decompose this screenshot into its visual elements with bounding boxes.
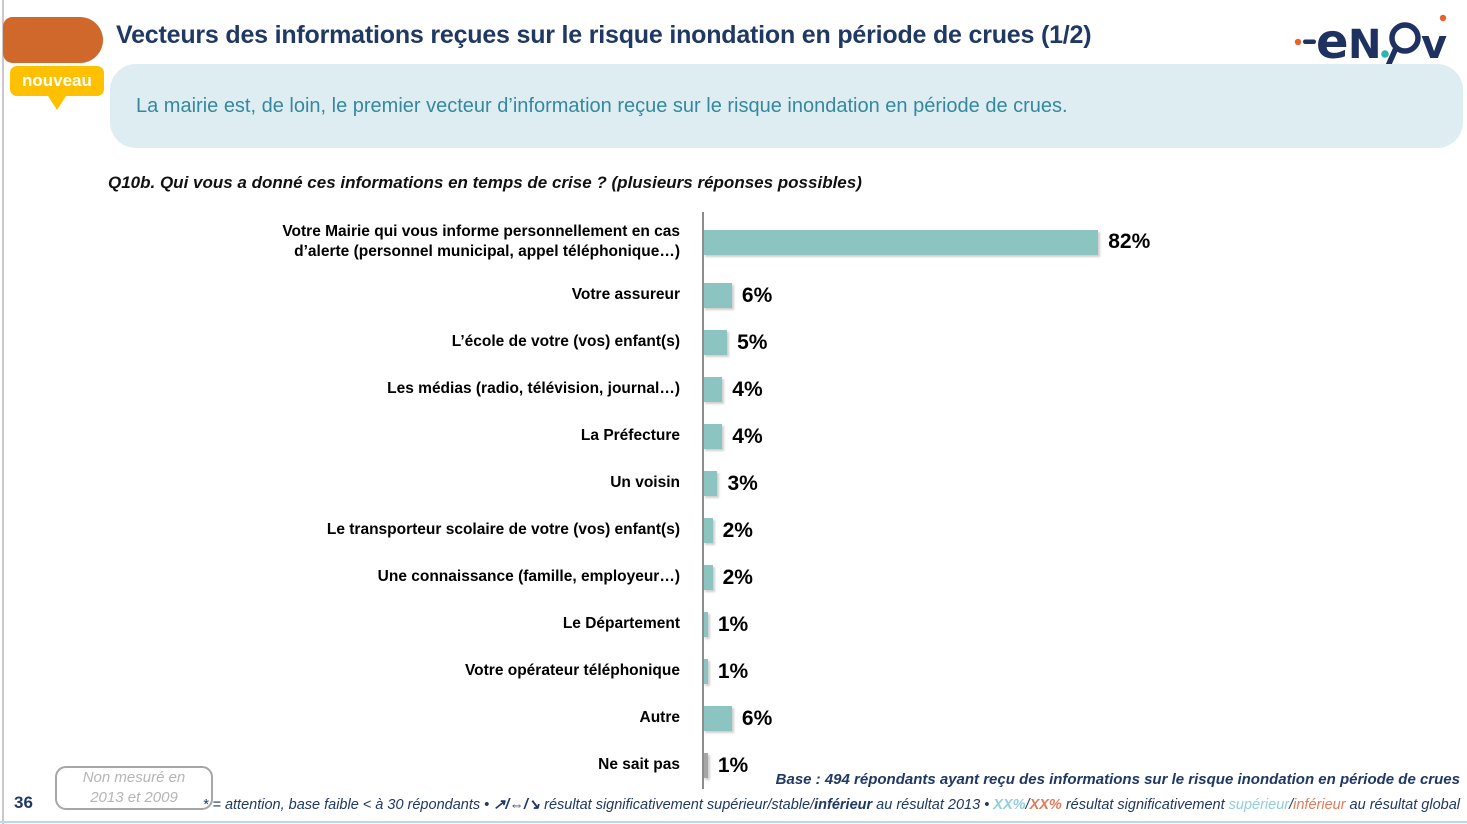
magnifier-icon [1389,22,1421,54]
bar-value: 6% [741,706,773,730]
bar-area: 4% [703,377,1467,402]
bar-label: Le transporteur scolaire de votre (vos) … [326,521,680,539]
bar [703,330,728,355]
chart-row: La Préfecture 4% [0,413,1467,460]
chart-row: L’école de votre (vos) enfant(s) 5% [0,319,1467,366]
bar [703,377,723,402]
footnote-part5: au résultat global [1345,797,1460,813]
slide-bottom-rule [0,821,1467,823]
chart-rows: Votre Mairie qui vous informe personnell… [0,212,1467,789]
enov-logo: e N v [1294,14,1447,70]
chart-row: Ne sait pas 1% [0,742,1467,789]
bar-area: 5% [703,330,1467,355]
footnote-slash2: / [1289,797,1294,813]
bar-area: 6% [703,706,1467,731]
bar [703,424,723,449]
trend-arrows: ↗/⇔/↘ [493,797,541,813]
key-message-banner: La mairie est, de loin, le premier vecte… [110,64,1463,148]
footnote-part3: au résultat 2013 • [872,797,994,813]
bar-label: L’école de votre (vos) enfant(s) [451,333,680,351]
bar-label: Un voisin [610,474,680,492]
bar-label: Une connaissance (famille, employeur…) [377,568,680,586]
bar-value: 6% [741,283,773,307]
bar-area: 82% [703,229,1467,255]
bar-value: 1% [717,659,749,683]
footnote-part1: * = attention, base faible < à 30 répond… [202,797,494,813]
logo-dash [1303,39,1316,44]
bar-label: Votre opérateur téléphonique [464,662,680,680]
footnote-inferieur-2013: inférieur [814,797,873,813]
bar-label: Les médias (radio, télévision, journal…) [387,380,680,398]
bar [703,518,713,543]
chart-row: Votre opérateur téléphonique 1% [0,648,1467,695]
bar [703,753,708,778]
footnote-xx-superior: XX% [993,797,1026,813]
footnote-slash1: / [1025,797,1030,813]
bar-value: 2% [722,518,753,542]
bar [703,229,1099,255]
footnote-part4: résultat significativement [1061,797,1229,813]
bar-label: Votre Mairie qui vous informe personnell… [282,222,680,260]
nouveau-badge-tail [48,96,66,110]
survey-question: Q10b. Qui vous a donné ces informations … [108,173,862,192]
bar-value: 1% [717,753,749,777]
chart-row: Les médias (radio, télévision, journal…)… [0,366,1467,413]
bar [703,706,732,731]
page-title: Vecteurs des informations reçues sur le … [116,21,1092,49]
nouveau-badge: nouveau [10,66,104,96]
bar [703,612,708,637]
bar-label: Autre [639,709,680,727]
bar [703,471,718,496]
chart-row: Autre 6% [0,695,1467,742]
bar-value: 5% [737,330,768,354]
key-message-text: La mairie est, de loin, le premier vecte… [136,94,1068,117]
bar-value: 4% [732,377,763,401]
header-accent-shape [3,17,103,63]
bar-area: 6% [703,283,1467,308]
chart-row: Le Département 1% [0,601,1467,648]
bar [703,659,708,684]
bar-label: Votre assureur [571,286,680,304]
bar-area: 1% [703,659,1467,684]
logo-letter-e: e [1316,14,1349,70]
bar-value: 82% [1108,230,1151,253]
footnote-part2: résultat significativement supérieur/sta… [540,797,815,813]
not-measured-note: Non mesuré en 2013 et 2009 [55,766,213,810]
chart-row: Un voisin 3% [0,460,1467,507]
bar-label: Le Département [562,615,680,633]
footnote-xx-inferior: XX% [1029,797,1062,813]
bar-area: 1% [703,753,1467,778]
base-note: Base : 494 répondants ayant reçu des inf… [775,771,1460,788]
bar-area: 1% [703,612,1467,637]
logo-letter-n: N [1348,22,1381,68]
bar-label: Ne sait pas [598,756,680,774]
chart-axis-line [702,212,704,789]
logo-letter-v: v [1421,22,1447,68]
bar-label: La Préfecture [580,427,680,445]
slide-left-border [2,0,4,824]
bar-area: 4% [703,424,1467,449]
page-number: 36 [14,793,33,812]
bar-area: 3% [703,471,1467,496]
legend-footnote: * = attention, base faible < à 30 répond… [203,797,1460,813]
chart-row: Votre assureur 6% [0,272,1467,319]
bar-value: 3% [727,471,758,495]
bar [703,565,713,590]
bar-value: 4% [732,424,763,448]
chart-row: Votre Mairie qui vous informe personnell… [0,212,1467,272]
bar-area: 2% [703,565,1467,590]
chart-row: Le transporteur scolaire de votre (vos) … [0,507,1467,554]
logo-orange-dot-right [1439,14,1447,22]
logo-teal-dot [1381,50,1389,58]
bar-value: 2% [722,565,753,589]
footnote-superieur-word: supérieur [1228,797,1290,813]
logo-orange-dot-left [1294,38,1302,46]
bar-value: 1% [717,612,749,636]
magnifier-handle [1385,45,1399,69]
bar [703,283,732,308]
chart-row: Une connaissance (famille, employeur…) 2… [0,554,1467,601]
footnote-inferieur-word: inférieur [1293,797,1346,813]
bar-chart: Votre Mairie qui vous informe personnell… [0,212,1467,792]
bar-area: 2% [703,518,1467,543]
